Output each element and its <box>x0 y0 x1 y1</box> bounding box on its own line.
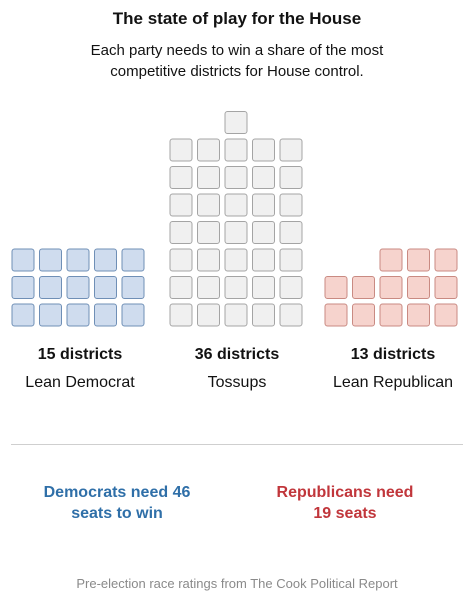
lean-democrat-district-square-15 <box>121 248 145 272</box>
tossup-district-square-19 <box>252 221 275 244</box>
tossup-district-square-13 <box>224 248 248 272</box>
tossup-district-square-35 <box>279 138 303 162</box>
tossup-district-square-6 <box>169 276 193 299</box>
tossups-label: Tossups <box>207 374 267 391</box>
lean-republican-district-square-8 <box>379 276 403 299</box>
tossup-district-square-14 <box>252 248 275 272</box>
tossup-district-square-24 <box>252 193 275 217</box>
lean-democrat-district-square-14 <box>94 248 117 272</box>
tossup-district-square-20 <box>279 221 303 244</box>
lean-democrat-district-square-10 <box>121 276 145 299</box>
lean-democrat-district-square-5 <box>121 303 145 327</box>
divider-rule <box>11 444 463 445</box>
lean-republican-district-square-1 <box>324 303 348 327</box>
lean-democrat-district-square-1 <box>11 303 35 327</box>
lean-republican-district-square-4 <box>407 303 430 327</box>
lean-republican-district-square-3 <box>379 303 403 327</box>
lean-democrat-district-square-9 <box>94 276 117 299</box>
tossup-district-square-29 <box>252 166 275 189</box>
tossup-district-square-4 <box>252 303 275 327</box>
tossup-district-square-25 <box>279 193 303 217</box>
tossup-district-square-34 <box>252 138 275 162</box>
tossup-district-square-11 <box>169 248 193 272</box>
tossup-district-square-17 <box>197 221 220 244</box>
tossups-count: 36 districts <box>194 346 280 363</box>
lean-democrat-district-square-4 <box>94 303 117 327</box>
lean-democrat-district-square-3 <box>66 303 90 327</box>
tossup-district-square-15 <box>279 248 303 272</box>
tossup-district-square-12 <box>197 248 220 272</box>
tossup-district-square-3 <box>224 303 248 327</box>
lean-republican-district-square-12 <box>407 248 430 272</box>
lean-republican-district-square-11 <box>379 248 403 272</box>
lean-republican-district-square-10 <box>434 276 458 299</box>
lean-democrat-district-square-6 <box>11 276 35 299</box>
lean-democrat-district-square-7 <box>39 276 62 299</box>
tossup-district-square-36 <box>224 111 248 134</box>
lean-democrat-district-square-11 <box>11 248 35 272</box>
tossup-district-square-2 <box>197 303 220 327</box>
tossup-district-square-27 <box>197 166 220 189</box>
lean-democrat-label: Lean Democrat <box>25 374 135 391</box>
tossup-district-square-33 <box>224 138 248 162</box>
lean-republican-label: Lean Republican <box>332 374 454 391</box>
tossup-district-square-22 <box>197 193 220 217</box>
tossup-district-square-23 <box>224 193 248 217</box>
lean-republican-district-square-9 <box>407 276 430 299</box>
lean-democrat-district-square-12 <box>39 248 62 272</box>
republicans-need-text: Republicans need 19 seats <box>276 484 414 522</box>
tossup-district-square-31 <box>169 138 193 162</box>
lean-republican-count: 13 districts <box>350 346 436 363</box>
tossup-district-square-7 <box>197 276 220 299</box>
source-note: Pre-election race ratings from The Cook … <box>76 576 398 591</box>
tossup-district-square-26 <box>169 166 193 189</box>
tossup-district-square-10 <box>279 276 303 299</box>
lean-republican-district-square-13 <box>434 248 458 272</box>
lean-republican-district-square-6 <box>324 276 348 299</box>
lean-republican-district-square-5 <box>434 303 458 327</box>
tossup-district-square-28 <box>224 166 248 189</box>
lean-republican-district-square-2 <box>352 303 375 327</box>
lean-democrat-district-square-13 <box>66 248 90 272</box>
chart-subtitle: Each party needs to win a share of the m… <box>90 42 384 80</box>
lean-democrat-district-square-2 <box>39 303 62 327</box>
tossup-district-square-18 <box>224 221 248 244</box>
tossup-district-square-21 <box>169 193 193 217</box>
chart-title: The state of play for the House <box>112 9 362 28</box>
tossup-district-square-8 <box>224 276 248 299</box>
lean-republican-district-square-7 <box>352 276 375 299</box>
lean-democrat-count: 15 districts <box>37 346 123 363</box>
tossup-district-square-30 <box>279 166 303 189</box>
democrats-need-text: Democrats need 46 seats to win <box>43 484 191 522</box>
tossup-district-square-9 <box>252 276 275 299</box>
lean-democrat-district-square-8 <box>66 276 90 299</box>
tossup-district-square-32 <box>197 138 220 162</box>
tossup-district-square-1 <box>169 303 193 327</box>
tossup-district-square-5 <box>279 303 303 327</box>
tossup-district-square-16 <box>169 221 193 244</box>
